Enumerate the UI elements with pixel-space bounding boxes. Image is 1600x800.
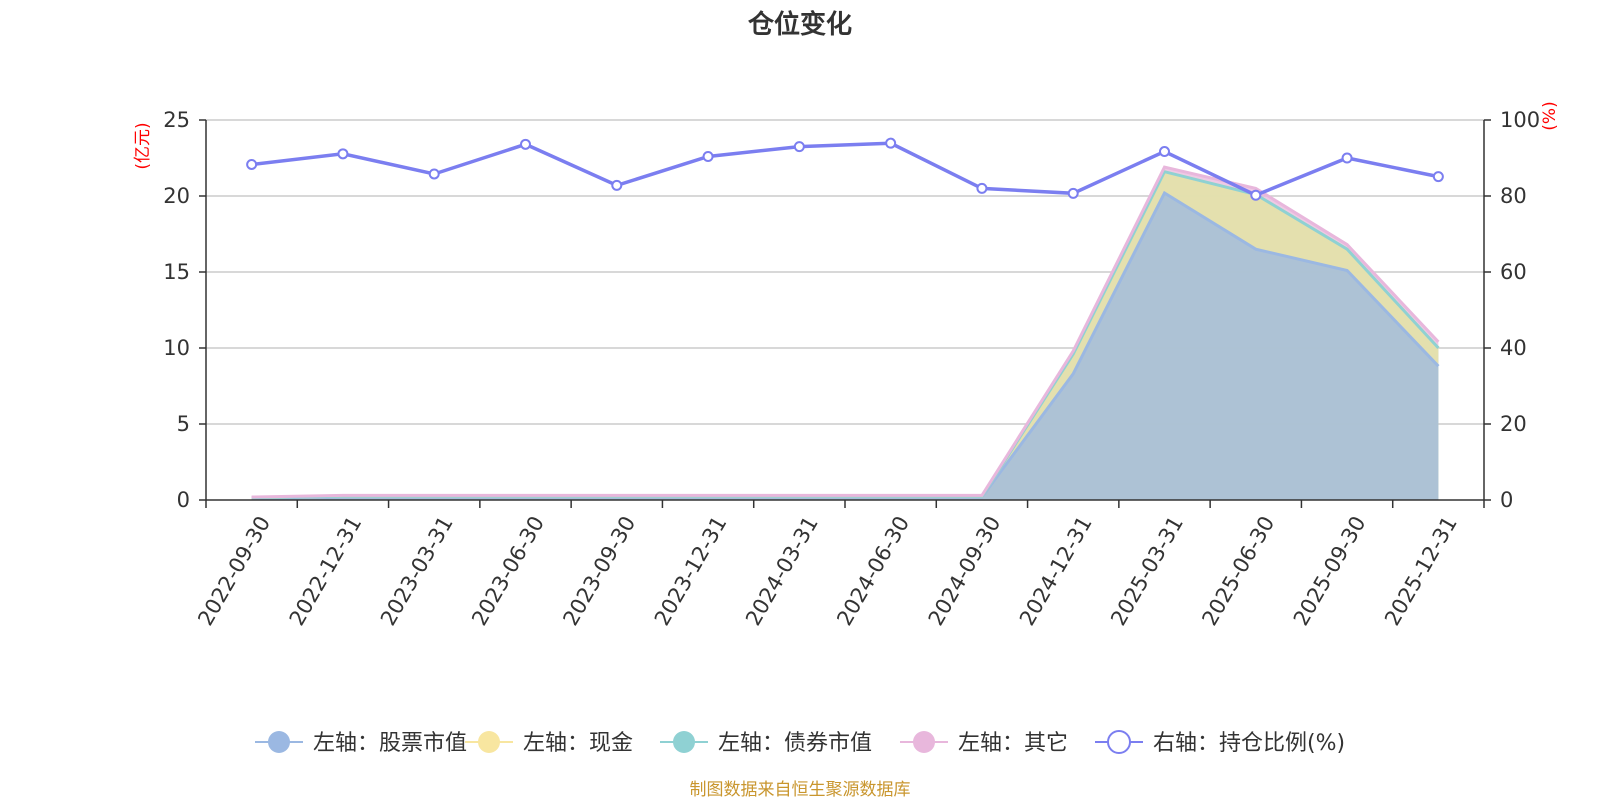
legend-label: 左轴：现金	[523, 731, 633, 756]
right-tick-label: 20	[1500, 412, 1527, 436]
legend-marker	[268, 731, 290, 753]
legend-marker	[913, 731, 935, 753]
left-tick-label: 15	[163, 260, 190, 284]
x-tick-label: 2024-06-30	[832, 512, 914, 630]
x-tick-label: 2025-12-31	[1380, 512, 1462, 630]
left-tick-label: 20	[163, 184, 190, 208]
area-edge-line	[251, 165, 1440, 499]
ratio-line	[246, 137, 1444, 201]
ratio-point	[976, 182, 988, 194]
ratio-point	[520, 138, 531, 150]
legend-item[interactable]: 左轴：其它	[900, 731, 1068, 756]
right-tick-label: 60	[1500, 260, 1527, 284]
right-tick-label: 100	[1500, 108, 1540, 132]
ratio-point	[1250, 189, 1262, 201]
legend-item[interactable]: 右轴：持仓比例(%)	[1095, 730, 1345, 756]
chart-title: 仓位变化	[747, 9, 852, 40]
legend-item[interactable]: 左轴：现金	[465, 731, 633, 756]
legend-label: 左轴：其它	[958, 731, 1068, 756]
x-tick-label: 2022-09-30	[193, 512, 275, 630]
legend-label: 左轴：债券市值	[718, 731, 872, 756]
ratio-point	[702, 150, 714, 162]
ratio-point	[428, 168, 440, 180]
legend-marker	[478, 731, 500, 753]
ratio-point	[246, 158, 258, 170]
left-tick-label: 0	[177, 488, 190, 512]
right-tick-label: 80	[1500, 184, 1527, 208]
ratio-point	[885, 137, 897, 149]
x-tick-label: 2023-12-31	[650, 512, 732, 630]
ratio-point	[611, 179, 623, 191]
x-tick-label: 2025-06-30	[1197, 512, 1279, 630]
legend[interactable]: 左轴：股票市值 左轴：现金 左轴：债券市值 左轴：其它 右轴：持仓比例(%)	[255, 730, 1345, 756]
ratio-line-path	[251, 141, 1439, 198]
x-tick-label: 2022-12-31	[285, 512, 367, 630]
x-tick-label: 2024-12-31	[1015, 512, 1097, 630]
left-tick-label: 25	[163, 108, 190, 132]
legend-item[interactable]: 左轴：债券市值	[660, 731, 872, 756]
right-tick-label: 0	[1500, 488, 1513, 512]
ratio-point	[1341, 152, 1353, 164]
x-tick-label: 2025-09-30	[1289, 512, 1371, 630]
x-tick-label: 2025-03-31	[1106, 512, 1188, 630]
left-tick-label: 10	[163, 336, 190, 360]
legend-marker	[673, 731, 695, 753]
x-tick-label: 2023-03-31	[376, 512, 458, 630]
right-axis-unit: (%)	[1540, 101, 1560, 130]
area-fill	[251, 193, 1439, 500]
legend-label: 右轴：持仓比例(%)	[1153, 731, 1345, 756]
ratio-point	[1159, 146, 1170, 158]
legend-label: 左轴：股票市值	[313, 731, 467, 756]
legend-marker	[1107, 730, 1131, 754]
x-tick-label: 2024-09-30	[924, 512, 1006, 630]
data-source-note: 制图数据来自恒生聚源数据库	[690, 780, 911, 800]
ratio-point	[337, 148, 349, 160]
ratio-point	[1067, 187, 1079, 199]
x-tick-label: 2023-09-30	[558, 512, 640, 630]
left-axis-unit: (亿元)	[133, 122, 153, 169]
left-tick-label: 5	[177, 412, 190, 436]
right-tick-label: 40	[1500, 336, 1527, 360]
ratio-point	[1432, 171, 1444, 183]
legend-item[interactable]: 左轴：股票市值	[255, 731, 467, 756]
stacked-areas	[251, 165, 1440, 500]
ratio-point	[793, 141, 805, 153]
x-tick-label: 2023-06-30	[467, 512, 549, 630]
x-tick-label: 2024-03-31	[741, 512, 823, 630]
